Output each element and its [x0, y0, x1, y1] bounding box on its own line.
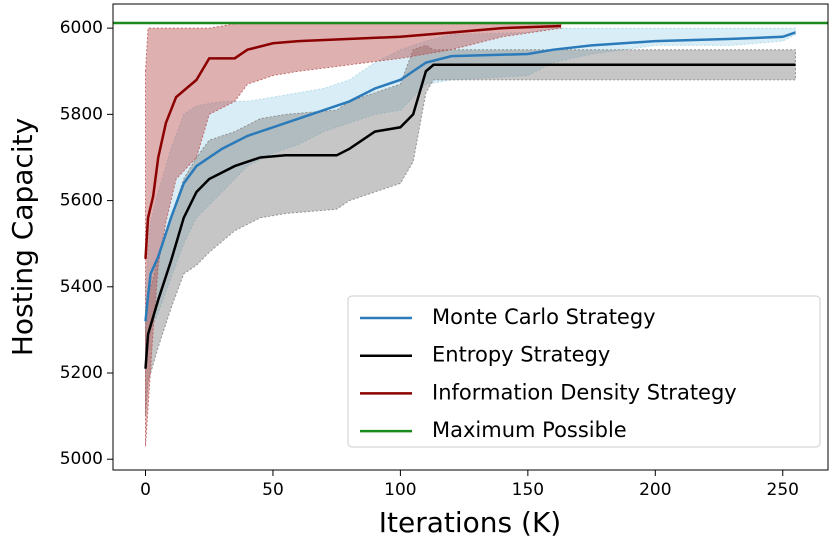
legend-label: Monte Carlo Strategy	[432, 305, 656, 329]
series-line	[144, 31, 796, 322]
x-tick-label: 0	[140, 480, 151, 500]
series-line	[144, 24, 562, 259]
x-tick-label: 100	[384, 480, 416, 500]
x-tick-label: 250	[767, 480, 799, 500]
x-tick-label: 50	[262, 480, 284, 500]
y-tick-label: 5400	[60, 277, 103, 297]
y-tick-label: 6000	[60, 18, 103, 38]
confidence-band	[145, 23, 562, 447]
confidence-band	[145, 44, 796, 417]
x-axis-label: Iterations (K)	[379, 506, 561, 539]
plot-frame	[112, 3, 829, 471]
x-tick-label: 150	[512, 480, 544, 500]
legend-label: Entropy Strategy	[432, 343, 610, 367]
x-tick-label: 200	[639, 480, 671, 500]
legend-label: Information Density Strategy	[432, 380, 737, 404]
y-tick-label: 5600	[60, 191, 103, 211]
legend-label: Maximum Possible	[432, 418, 627, 442]
y-tick-label: 5000	[60, 449, 103, 469]
y-axis-label: Hosting Capacity	[6, 118, 39, 356]
confidence-band	[145, 27, 796, 369]
series-line	[144, 63, 796, 369]
y-tick-label: 5200	[60, 363, 103, 383]
y-tick-label: 5800	[60, 104, 103, 124]
legend-box	[347, 295, 821, 448]
